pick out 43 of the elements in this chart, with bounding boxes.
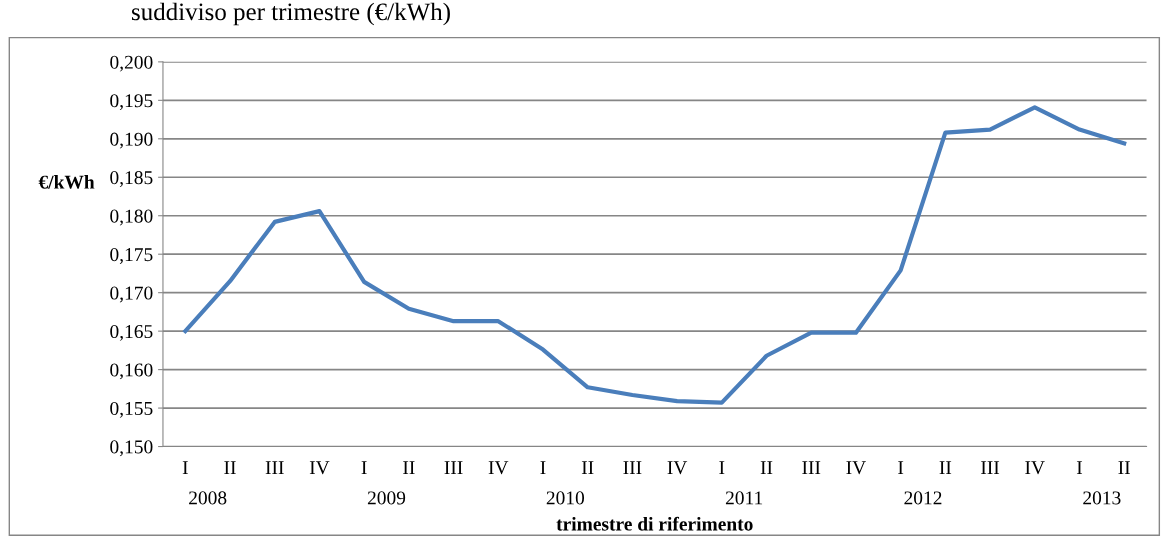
x-axis-title: trimestre di riferimento — [556, 516, 753, 531]
x-tick-label: I — [182, 461, 188, 474]
x-tick-label: III — [623, 461, 642, 474]
x-tick-label: II — [581, 461, 594, 474]
y-tick-label: 0,165 — [110, 324, 153, 341]
x-tick-label: IV — [846, 461, 866, 475]
y-tick-label: 0,175 — [110, 248, 153, 264]
text: 2011 — [725, 491, 763, 505]
text: 2013 — [1083, 491, 1121, 505]
y-tick-label: 0,190 — [110, 132, 153, 149]
text: 2008 — [189, 491, 227, 505]
x-tick-label: I — [361, 461, 367, 474]
y-tick-label: 0,155 — [110, 401, 153, 418]
y-tick-label: 0,160 — [110, 363, 153, 380]
x-tick-label: IV — [309, 461, 330, 475]
x-tick-label: I — [898, 461, 904, 474]
y-tick-label: 0,195 — [110, 94, 153, 111]
y-tick-label: 0,180 — [110, 209, 153, 226]
x-tick-label: III — [444, 461, 463, 474]
x-tick-label: III — [981, 461, 1000, 474]
x-tick-label: I — [1076, 461, 1083, 474]
text: 2009 — [367, 491, 406, 505]
text: 2012 — [904, 491, 942, 505]
x-tick-label: I — [719, 461, 725, 474]
line-series — [183, 105, 1127, 405]
x-tick-label: IV — [488, 461, 509, 475]
y-tick-label: 0,185 — [110, 171, 153, 188]
x-tick-label: IV — [667, 461, 688, 475]
x-tick-label: III — [265, 461, 284, 474]
text: 2010 — [546, 491, 585, 505]
y-tick-label: 0,150 — [110, 440, 153, 457]
x-tick-label: II — [403, 461, 415, 474]
y-tick-label: 0,200 — [110, 55, 153, 72]
x-tick-label: II — [760, 461, 773, 474]
chart-title: suddiviso per trimestre (€/kWh) — [131, 2, 450, 26]
x-tick-label: II — [1118, 461, 1130, 474]
x-tick-label: IV — [1025, 461, 1045, 475]
y-tick-label: 0,170 — [110, 286, 153, 303]
x-tick-label: II — [224, 461, 236, 474]
x-tick-label: I — [540, 461, 546, 474]
x-tick-label: II — [939, 461, 952, 474]
x-tick-label: III — [802, 461, 821, 474]
y-axis-title: €/kWh — [38, 175, 95, 189]
